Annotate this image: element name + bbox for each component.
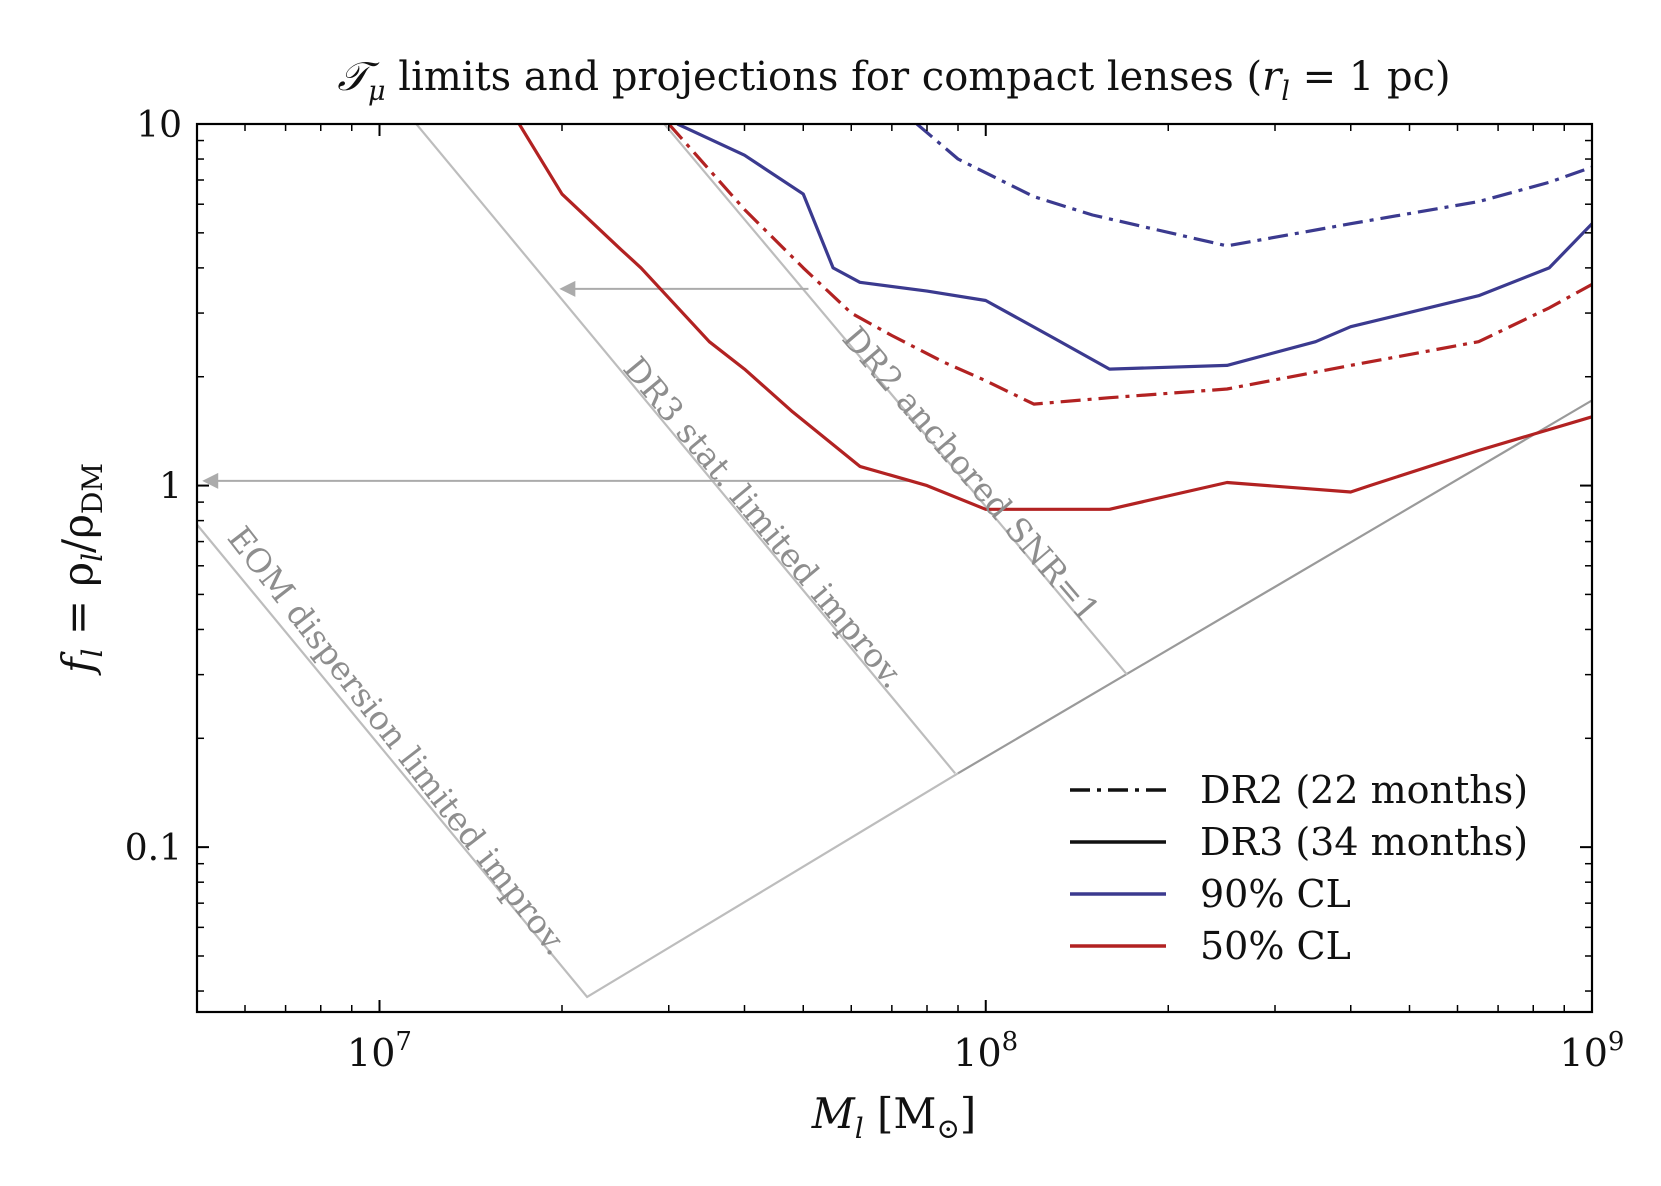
arrow-dr3-to-eom-head [202, 472, 219, 489]
legend: DR2 (22 months) DR3 (34 months) 90% CL 50% … [1070, 768, 1528, 968]
series-line-dr2-90-cl [915, 124, 1592, 248]
guide-envelope-left [197, 523, 959, 999]
annotation-dr3: DR3 stat. limited improv. [616, 349, 913, 696]
title-r: r [1262, 54, 1284, 100]
plot-frame [195, 122, 1594, 1014]
xlabel-sun: ⊙ [936, 1112, 959, 1145]
annotation-eom: EOM dispersion limited improv. [220, 519, 576, 962]
x-axis-label: Ml [M⊙] [811, 1089, 977, 1145]
y-tick-label: 10 [136, 105, 182, 146]
series-line-dr3-90-cl [676, 124, 1592, 371]
guide-dr3-stat-line [415, 124, 956, 775]
legend-label-2: 90% CL [1200, 872, 1351, 916]
ylabel-dm-sub: DM [76, 463, 109, 514]
ylabel-slash: /ρ [53, 514, 102, 553]
legend-label-1: DR3 (34 months) [1200, 820, 1528, 864]
title-symbol-sub: μ [368, 76, 386, 107]
legend-label-3: 50% CL [1200, 924, 1351, 968]
x-tick-label: 109 [1560, 1027, 1625, 1075]
y-tick-label: 1 [159, 467, 182, 508]
y-tick-label: 0.1 [125, 828, 182, 869]
x-tick-label: 108 [953, 1027, 1018, 1075]
guide-dr2-snr-line [663, 124, 1128, 676]
x-tick-label-base: 10 [1560, 1031, 1608, 1075]
arrow-dr2-to-dr3-head [559, 280, 576, 297]
xlabel-sub: l [855, 1112, 864, 1145]
x-tick-label: 107 [347, 1027, 412, 1075]
annotation-dr2: DR2 anchored SNR=1 [835, 319, 1108, 630]
y-axis-label: fl = ρl/ρDM [53, 463, 109, 676]
x-tick-label-base: 10 [347, 1031, 395, 1075]
xlabel-close: ] [960, 1089, 976, 1138]
guides-layer [197, 124, 1592, 999]
x-tick-label-exp: 8 [1002, 1027, 1019, 1057]
series-layer [517, 124, 1592, 511]
xlabel-main: M [811, 1089, 856, 1138]
title-r-sub: l [1281, 76, 1290, 107]
title-suffix: = 1 pc) [1290, 54, 1451, 100]
chart-title: 𝒯μ limits and projections for compact le… [337, 54, 1450, 107]
series-line-dr3-50-cl [517, 124, 1592, 511]
ticks-layer [196, 123, 1593, 1012]
x-tick-label-exp: 7 [395, 1027, 412, 1057]
legend-label-0: DR2 (22 months) [1200, 768, 1528, 812]
ylabel-eq: = ρ [53, 562, 102, 649]
x-tick-label-base: 10 [953, 1031, 1001, 1075]
guide-envelope-right [957, 399, 1592, 775]
ylabel-f-sub: l [76, 649, 109, 658]
ylabel-rho-sub: l [76, 553, 109, 562]
xlabel-rest: [M [864, 1089, 937, 1138]
x-tick-label-exp: 9 [1608, 1027, 1625, 1057]
title-text: limits and projections for compact lense… [386, 54, 1263, 100]
series-line-dr2-50-cl [667, 124, 1592, 406]
